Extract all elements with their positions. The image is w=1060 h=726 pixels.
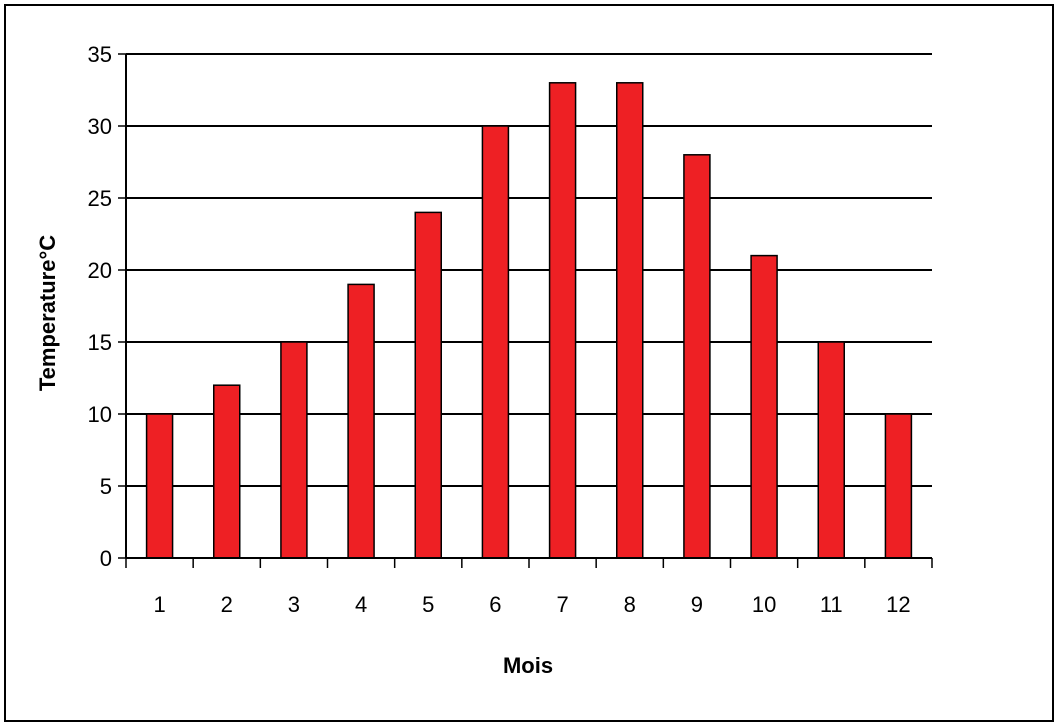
y-tick-label: 15 — [88, 330, 112, 355]
y-tick-label: 0 — [100, 546, 112, 571]
y-tick-label: 5 — [100, 474, 112, 499]
x-tick-label: 6 — [489, 592, 501, 617]
y-axis-title: Temperature°C — [35, 235, 60, 391]
axes — [118, 53, 933, 568]
bar-11 — [817, 341, 845, 559]
x-tick-label: 11 — [820, 592, 843, 617]
grid-lines — [126, 53, 932, 487]
bar-9 — [683, 154, 711, 559]
bar-8 — [616, 82, 644, 559]
bar-6 — [481, 125, 510, 559]
x-tick-label: 4 — [355, 592, 367, 617]
bar-2 — [213, 384, 241, 559]
bar-5 — [414, 211, 442, 559]
bar-3 — [280, 341, 308, 559]
x-tick-label: 10 — [752, 592, 776, 617]
y-tick-label: 25 — [88, 186, 112, 211]
x-tick-label: 1 — [153, 592, 165, 617]
y-tick-label: 35 — [88, 42, 112, 67]
bar-12 — [884, 413, 913, 559]
y-tick-label: 10 — [88, 402, 112, 427]
bar-4 — [347, 283, 375, 559]
y-tick-label: 20 — [88, 258, 112, 283]
x-tick-label: 12 — [886, 592, 910, 617]
x-axis-title: Mois — [503, 653, 553, 678]
chart-frame — [4, 4, 1054, 722]
bar-10 — [750, 254, 778, 559]
x-tick-label: 8 — [624, 592, 636, 617]
x-tick-label: 5 — [422, 592, 434, 617]
x-tick-label: 2 — [221, 592, 233, 617]
y-tick-label: 30 — [88, 114, 112, 139]
bar-1 — [145, 413, 174, 559]
x-tick-label: 9 — [691, 592, 703, 617]
bars — [145, 82, 913, 559]
x-tick-label: 7 — [556, 592, 568, 617]
bar-7 — [548, 82, 577, 559]
x-tick-label: 3 — [288, 592, 300, 617]
